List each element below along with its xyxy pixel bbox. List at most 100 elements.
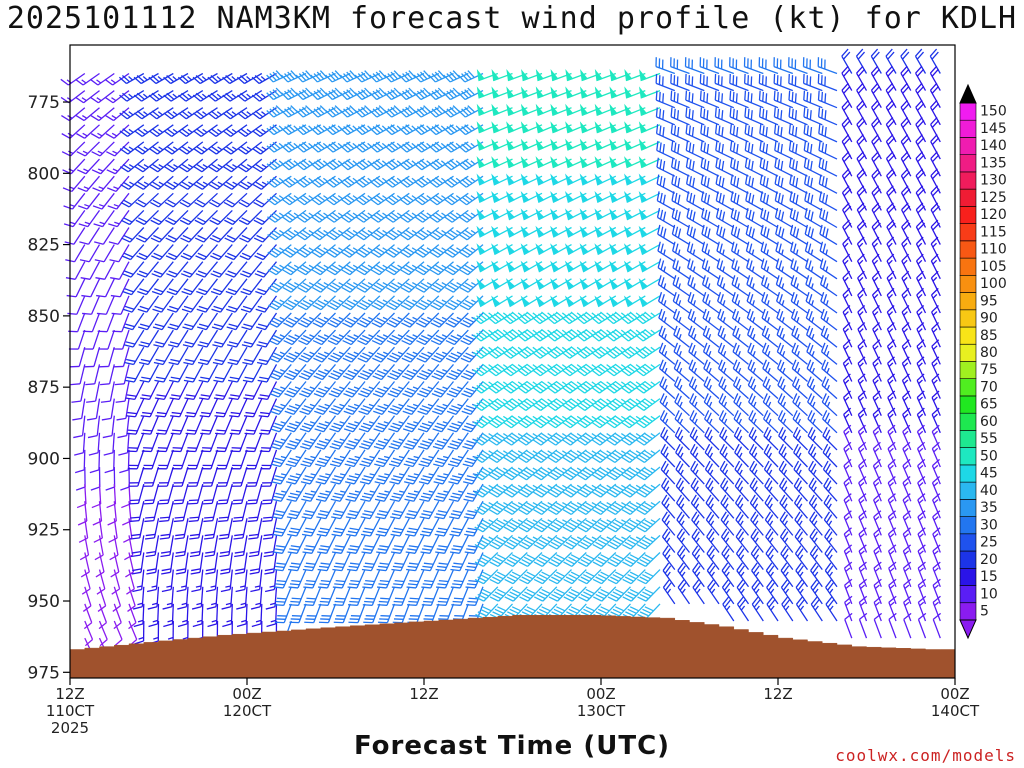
wind-barb: [690, 494, 705, 519]
colorbar-label: 60: [980, 414, 998, 430]
wind-barb: [86, 398, 101, 421]
x-tick-label: 12Z: [55, 685, 84, 703]
wind-barb: [146, 569, 160, 593]
wind-barb: [817, 90, 838, 109]
wind-barb: [888, 544, 897, 570]
wind-barb: [406, 569, 425, 589]
y-tick-label: 775: [28, 93, 60, 113]
wind-barb: [369, 124, 395, 136]
wind-barb: [416, 363, 440, 381]
wind-barb: [662, 545, 676, 570]
wind-barb: [138, 312, 160, 331]
wind-barb: [887, 510, 897, 536]
wind-barb: [930, 253, 941, 280]
wind-barb: [842, 236, 853, 262]
wind-barb: [794, 528, 809, 553]
wind-barb: [376, 569, 396, 589]
colorbar-swatch: [959, 223, 977, 242]
wind-barb: [421, 569, 440, 589]
credit-link[interactable]: coolwx.com/models: [835, 746, 1016, 765]
wind-barb: [476, 225, 499, 238]
wind-barb: [902, 493, 912, 519]
wind-barb: [387, 398, 410, 415]
wind-barb: [327, 295, 351, 311]
wind-barb: [165, 209, 189, 226]
wind-barb: [432, 432, 455, 450]
wind-barb: [930, 270, 941, 297]
wind-barb: [446, 398, 469, 415]
wind-barb: [872, 339, 882, 365]
wind-barb: [296, 209, 322, 223]
wind-barb: [111, 295, 130, 315]
wind-barb: [413, 87, 440, 101]
wind-barb: [108, 227, 130, 245]
wind-barb: [503, 466, 528, 481]
wind-barb: [473, 449, 499, 464]
colorbar-swatch: [959, 395, 977, 414]
wind-barb: [857, 356, 868, 382]
wind-barb: [209, 227, 233, 243]
colorbar-swatch: [959, 550, 977, 569]
wind-barb: [388, 432, 410, 450]
wind-barb: [872, 390, 882, 416]
wind-barb: [476, 243, 499, 256]
wind-barb: [356, 278, 381, 293]
wind-barb: [487, 346, 513, 359]
wind-barb: [180, 227, 204, 243]
wind-barb: [179, 175, 204, 190]
wind-barb: [355, 209, 381, 223]
colorbar-label: 105: [980, 259, 1007, 275]
wind-barb: [821, 359, 838, 382]
wind-barb: [100, 381, 115, 403]
wind-barb: [691, 528, 705, 553]
wind-barb: [823, 511, 838, 536]
wind-barb: [129, 501, 145, 523]
x-tick-label: 110CT: [46, 702, 95, 720]
wind-barb: [201, 449, 219, 470]
wind-barb: [236, 603, 248, 628]
wind-barb: [932, 510, 941, 536]
wind-barb: [326, 209, 351, 223]
wind-barb: [931, 373, 941, 399]
wind-barb: [384, 87, 410, 101]
colorbar-label: 85: [980, 328, 998, 344]
wind-barb: [888, 561, 897, 588]
wind-barb: [463, 466, 484, 485]
wind-barb: [272, 500, 292, 520]
wind-barb: [489, 569, 513, 585]
wind-barb: [132, 569, 145, 593]
wind-barb: [857, 407, 868, 434]
wind-barb: [857, 270, 868, 297]
wind-barb: [917, 527, 927, 553]
wind-barb: [89, 72, 115, 86]
wind-barb: [420, 535, 440, 554]
wind-barb: [331, 500, 351, 520]
wind-barb: [820, 342, 838, 365]
wind-barb: [406, 552, 425, 572]
wind-barb: [316, 500, 337, 520]
wind-barb: [140, 398, 160, 418]
wind-barb: [317, 535, 337, 554]
wind-barb: [208, 141, 233, 155]
wind-barb: [505, 260, 528, 273]
wind-barb: [416, 346, 440, 363]
wind-barb: [902, 578, 912, 605]
wind-barb: [210, 261, 233, 278]
wind-barb: [824, 528, 838, 553]
wind-barb: [415, 312, 440, 328]
wind-barb: [108, 210, 130, 228]
wind-barb: [106, 158, 130, 175]
wind-barb: [638, 260, 661, 273]
wind-barb: [247, 501, 263, 523]
wind-barb: [237, 141, 263, 155]
wind-barb: [858, 578, 868, 605]
wind-barb: [206, 586, 219, 610]
y-tick-label: 975: [28, 663, 60, 683]
wind-barb: [326, 261, 351, 276]
wind-barb: [245, 432, 263, 453]
wind-barb: [355, 244, 381, 258]
wind-barb: [112, 586, 122, 612]
wind-barb: [234, 552, 248, 575]
wind-barb: [447, 432, 469, 450]
wind-barb: [735, 494, 749, 519]
